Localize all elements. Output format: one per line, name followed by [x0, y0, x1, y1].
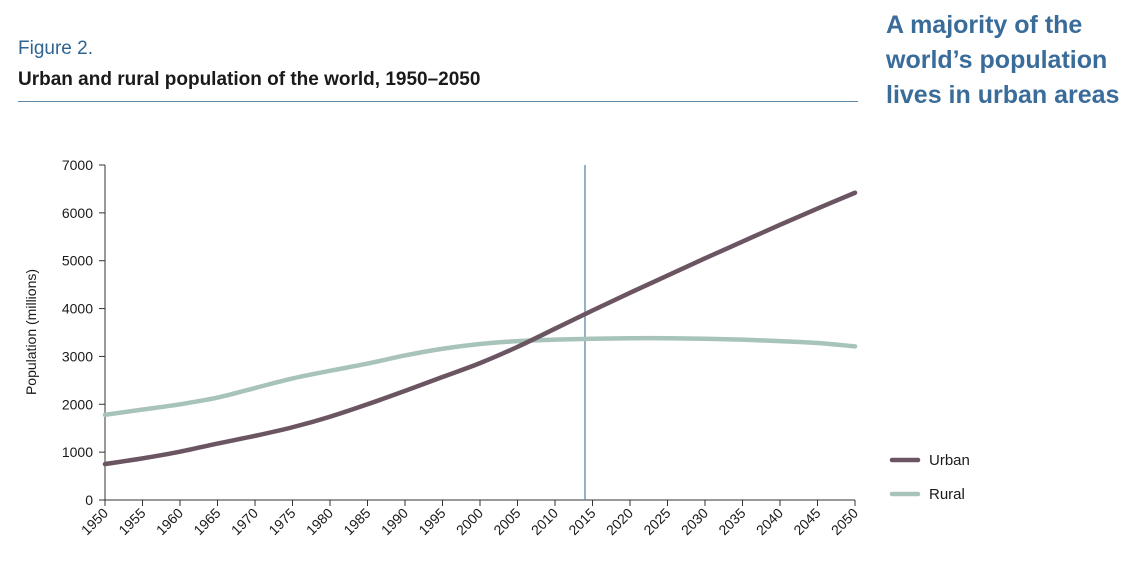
- legend-label-urban: Urban: [929, 452, 970, 469]
- legend: Urban Rural: [889, 452, 970, 503]
- y-tick-label: 6000: [62, 205, 93, 221]
- y-tick-label: 2000: [62, 396, 93, 412]
- y-axis-label: Population (millions): [23, 269, 39, 395]
- x-tick-label: 2010: [528, 505, 561, 538]
- x-tick-label: 1955: [115, 505, 148, 538]
- y-tick-label: 3000: [62, 348, 93, 364]
- series-line-urban: [102, 190, 858, 467]
- x-tick-label: 2035: [715, 505, 748, 538]
- x-tick-label: 2000: [453, 505, 486, 538]
- y-tick-label: 5000: [62, 253, 93, 269]
- x-tick-label: 1975: [265, 505, 298, 538]
- title-divider: [18, 101, 858, 102]
- x-tick-label: 2045: [790, 505, 823, 538]
- x-tick-label: 1960: [153, 505, 186, 538]
- series-lines: [102, 190, 858, 467]
- x-tick-label: 1985: [340, 505, 373, 538]
- y-tick-label: 1000: [62, 444, 93, 460]
- legend-label-rural: Rural: [929, 486, 965, 503]
- y-tick-label: 4000: [62, 301, 93, 317]
- x-tick-label: 2025: [640, 505, 673, 538]
- figure-label: Figure 2.: [18, 38, 93, 59]
- y-tick-label: 7000: [62, 157, 93, 173]
- x-tick-label: 1990: [378, 505, 411, 538]
- y-axis: 0 1000 2000 3000 4000 5000 6000 7000: [62, 157, 106, 508]
- x-tick-label: 2050: [828, 505, 861, 538]
- x-tick-label: 2030: [678, 505, 711, 538]
- x-tick-label: 1970: [228, 505, 261, 538]
- x-tick-label: 2040: [753, 505, 786, 538]
- x-axis: 1950 1955 1960 1965 1970 1975 1980 1985 1990 1995…: [78, 499, 861, 538]
- figure-title: Urban and rural population of the world,…: [18, 69, 481, 90]
- x-tick-label: 1980: [303, 505, 336, 538]
- x-tick-label: 2005: [490, 505, 523, 538]
- x-tick-label: 1965: [190, 505, 223, 538]
- series-line-rural: [102, 335, 858, 418]
- callout-text: A majority of the world’s population liv…: [886, 11, 1120, 109]
- x-tick-label: 1950: [78, 505, 111, 538]
- y-tick-label: 0: [85, 492, 93, 508]
- x-tick-label: 2020: [603, 505, 636, 538]
- x-tick-label: 2015: [565, 505, 598, 538]
- x-tick-label: 1995: [415, 505, 448, 538]
